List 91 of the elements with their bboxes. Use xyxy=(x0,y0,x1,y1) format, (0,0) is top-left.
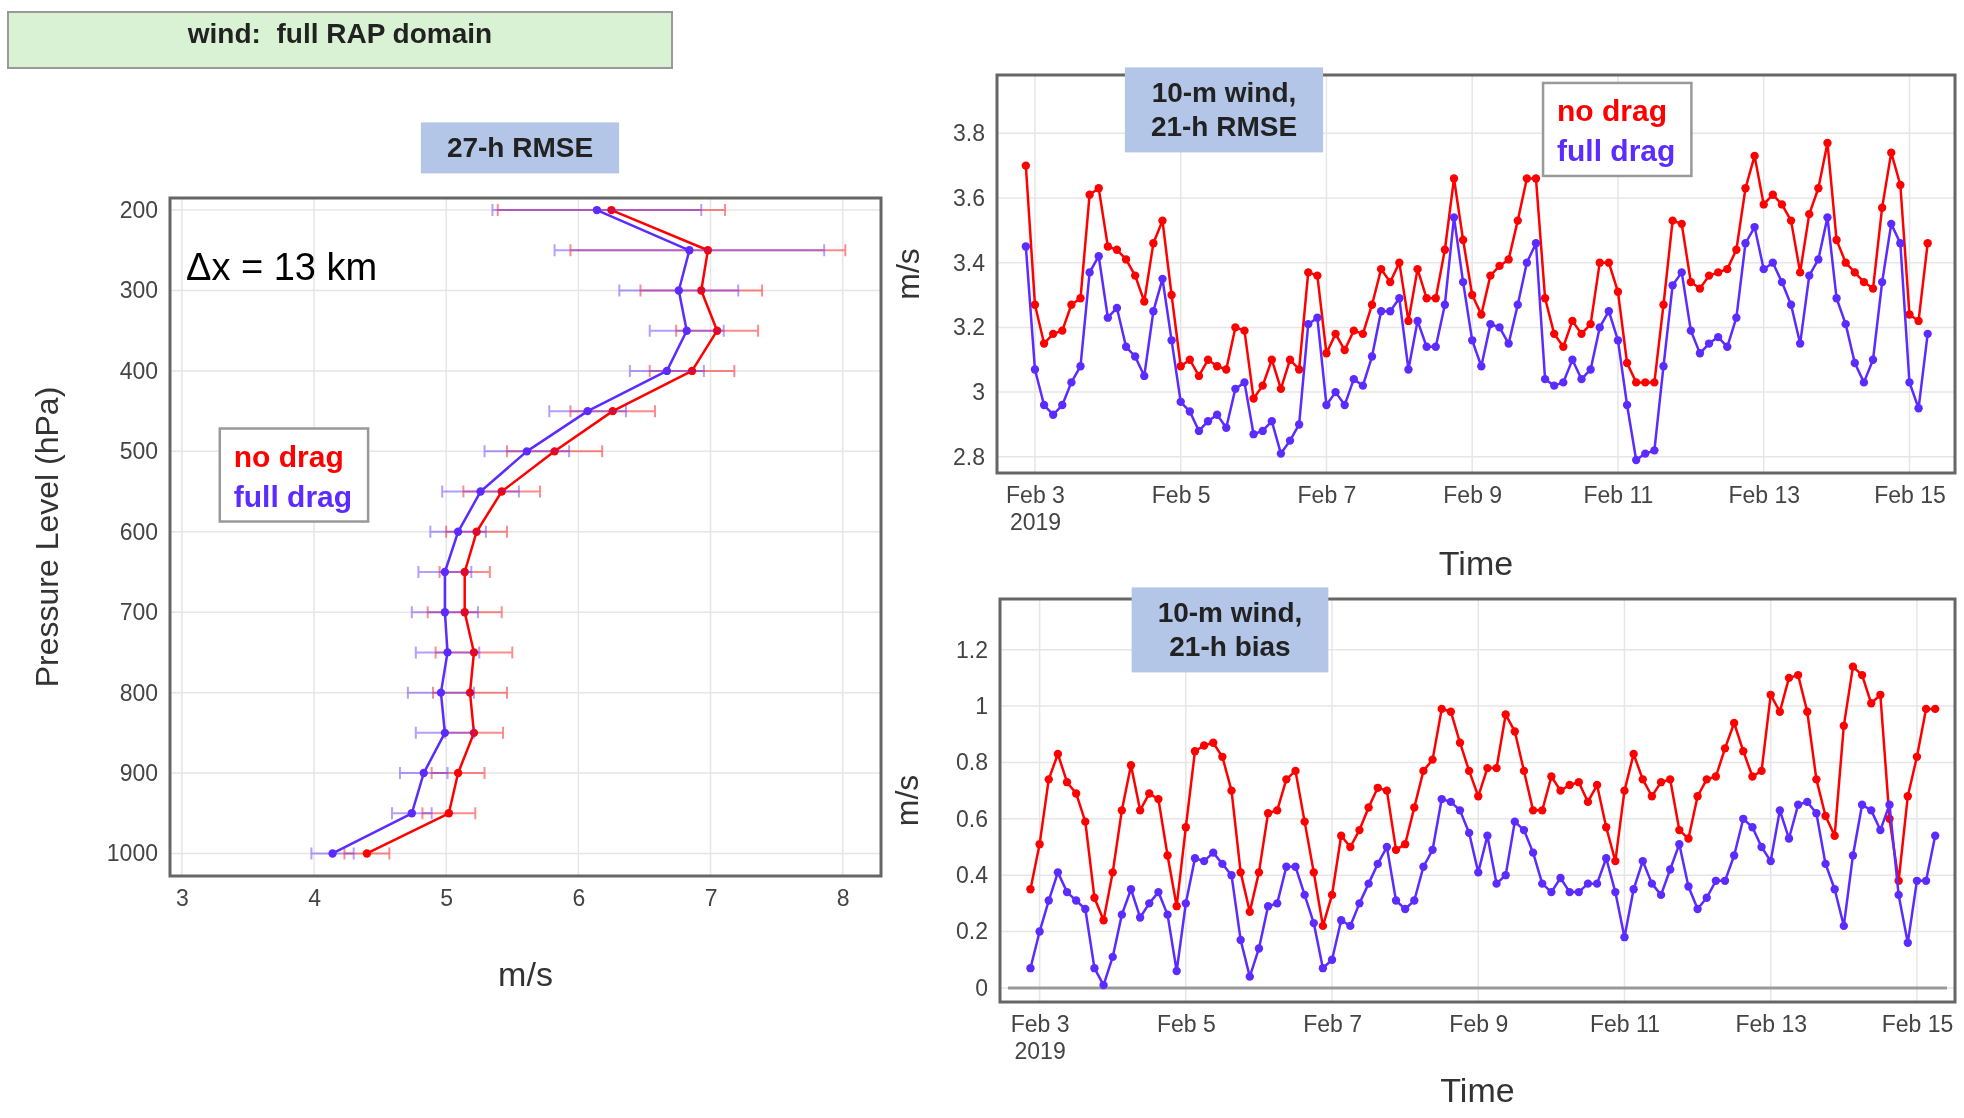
x-axis-title: m/s xyxy=(498,955,553,993)
point xyxy=(583,406,592,416)
point xyxy=(697,286,706,295)
point xyxy=(662,366,672,376)
x-tick-label: 7 xyxy=(704,885,718,912)
x-tick-label: Feb 7 xyxy=(1297,482,1357,509)
y-axis-title: m/s xyxy=(890,248,926,300)
x-tick-label: 4 xyxy=(308,885,322,912)
y-tick-label: 3.2 xyxy=(953,314,985,341)
point xyxy=(682,326,691,335)
y-tick-label: 900 xyxy=(119,759,158,786)
y-tick-label: 0.6 xyxy=(956,805,988,832)
point xyxy=(703,246,713,255)
y-tick-label: 400 xyxy=(119,357,158,384)
point xyxy=(328,849,337,858)
annotation: Δx = 13 km xyxy=(186,246,378,288)
x-tick-label: Feb 3 2019 xyxy=(1006,482,1065,535)
x-axis-title: Time xyxy=(1440,1071,1515,1109)
point xyxy=(472,527,481,536)
point xyxy=(674,286,683,295)
x-tick-label: Feb 11 xyxy=(1583,482,1654,509)
point xyxy=(362,849,372,858)
x-tick-label: Feb 13 xyxy=(1735,1011,1808,1038)
y-tick-label: 3.8 xyxy=(953,120,985,147)
y-tick-label: 200 xyxy=(119,196,158,223)
text: wind: full RAP domain xyxy=(186,18,493,49)
y-axis-title: Pressure Level (hPa) xyxy=(29,386,65,688)
x-tick-label: Feb 3 2019 xyxy=(1010,1011,1070,1064)
point xyxy=(407,809,417,818)
text: 10-m wind, 21-h bias xyxy=(1157,597,1303,663)
point xyxy=(522,447,532,456)
point xyxy=(608,406,617,416)
point xyxy=(444,809,454,818)
point xyxy=(465,688,475,697)
y-tick-label: 0 xyxy=(975,974,988,1001)
x-tick-label: Feb 15 xyxy=(1874,482,1946,509)
text: no drag xyxy=(233,439,344,473)
point xyxy=(712,326,722,335)
point xyxy=(685,246,694,255)
point xyxy=(469,648,479,657)
y-tick-label: 1.2 xyxy=(956,636,988,663)
point xyxy=(440,728,450,738)
y-tick-label: 2.8 xyxy=(953,443,985,470)
series-label: no drag xyxy=(1557,93,1668,127)
x-tick-label: Feb 13 xyxy=(1728,482,1801,509)
point xyxy=(460,567,469,577)
point xyxy=(440,608,450,617)
y-tick-label: 1000 xyxy=(106,840,158,867)
y-tick-label: 3.6 xyxy=(953,184,985,211)
y-tick-label: 600 xyxy=(119,518,158,545)
x-tick-label: Feb 15 xyxy=(1881,1011,1954,1038)
y-tick-label: 0.2 xyxy=(956,918,988,945)
x-tick-label: 3 xyxy=(176,885,189,912)
y-tick-label: 700 xyxy=(119,599,158,626)
x-tick-label: 5 xyxy=(440,885,454,912)
y-axis-title: m/s xyxy=(889,774,925,827)
text: full drag xyxy=(1557,133,1676,167)
x-axis-title: Time xyxy=(1438,544,1514,582)
point xyxy=(419,768,428,778)
point xyxy=(453,768,463,778)
x-tick-label: Feb 5 xyxy=(1151,482,1211,509)
x-tick-label: Feb 11 xyxy=(1590,1011,1660,1038)
point xyxy=(440,567,450,577)
point xyxy=(443,648,452,657)
y-tick-label: 500 xyxy=(119,438,158,465)
y-tick-label: 300 xyxy=(119,277,158,304)
text: full drag xyxy=(233,479,353,513)
point xyxy=(460,608,469,617)
point xyxy=(497,487,506,496)
point xyxy=(592,205,602,215)
x-tick-label: Feb 9 xyxy=(1449,1011,1509,1038)
point xyxy=(436,688,446,697)
x-tick-label: Feb 9 xyxy=(1443,482,1503,509)
point xyxy=(687,366,697,376)
y-tick-label: 800 xyxy=(119,679,158,706)
x-tick-label: 6 xyxy=(572,885,586,912)
point xyxy=(469,728,479,738)
x-tick-label: Feb 5 xyxy=(1156,1011,1216,1038)
y-tick-label: 1 xyxy=(975,692,988,719)
y-tick-label: 3 xyxy=(972,378,985,405)
y-tick-label: 0.4 xyxy=(956,862,989,889)
x-tick-label: 8 xyxy=(836,885,850,912)
point xyxy=(453,527,463,536)
point xyxy=(550,447,559,456)
point xyxy=(476,487,485,496)
y-tick-label: 3.4 xyxy=(953,249,986,276)
x-tick-label: Feb 7 xyxy=(1303,1011,1362,1038)
text: 10-m wind, 21-h RMSE xyxy=(1150,77,1298,143)
point xyxy=(607,205,616,215)
chart-title: 27-h RMSE xyxy=(446,132,594,164)
y-tick-label: 0.8 xyxy=(956,749,988,776)
